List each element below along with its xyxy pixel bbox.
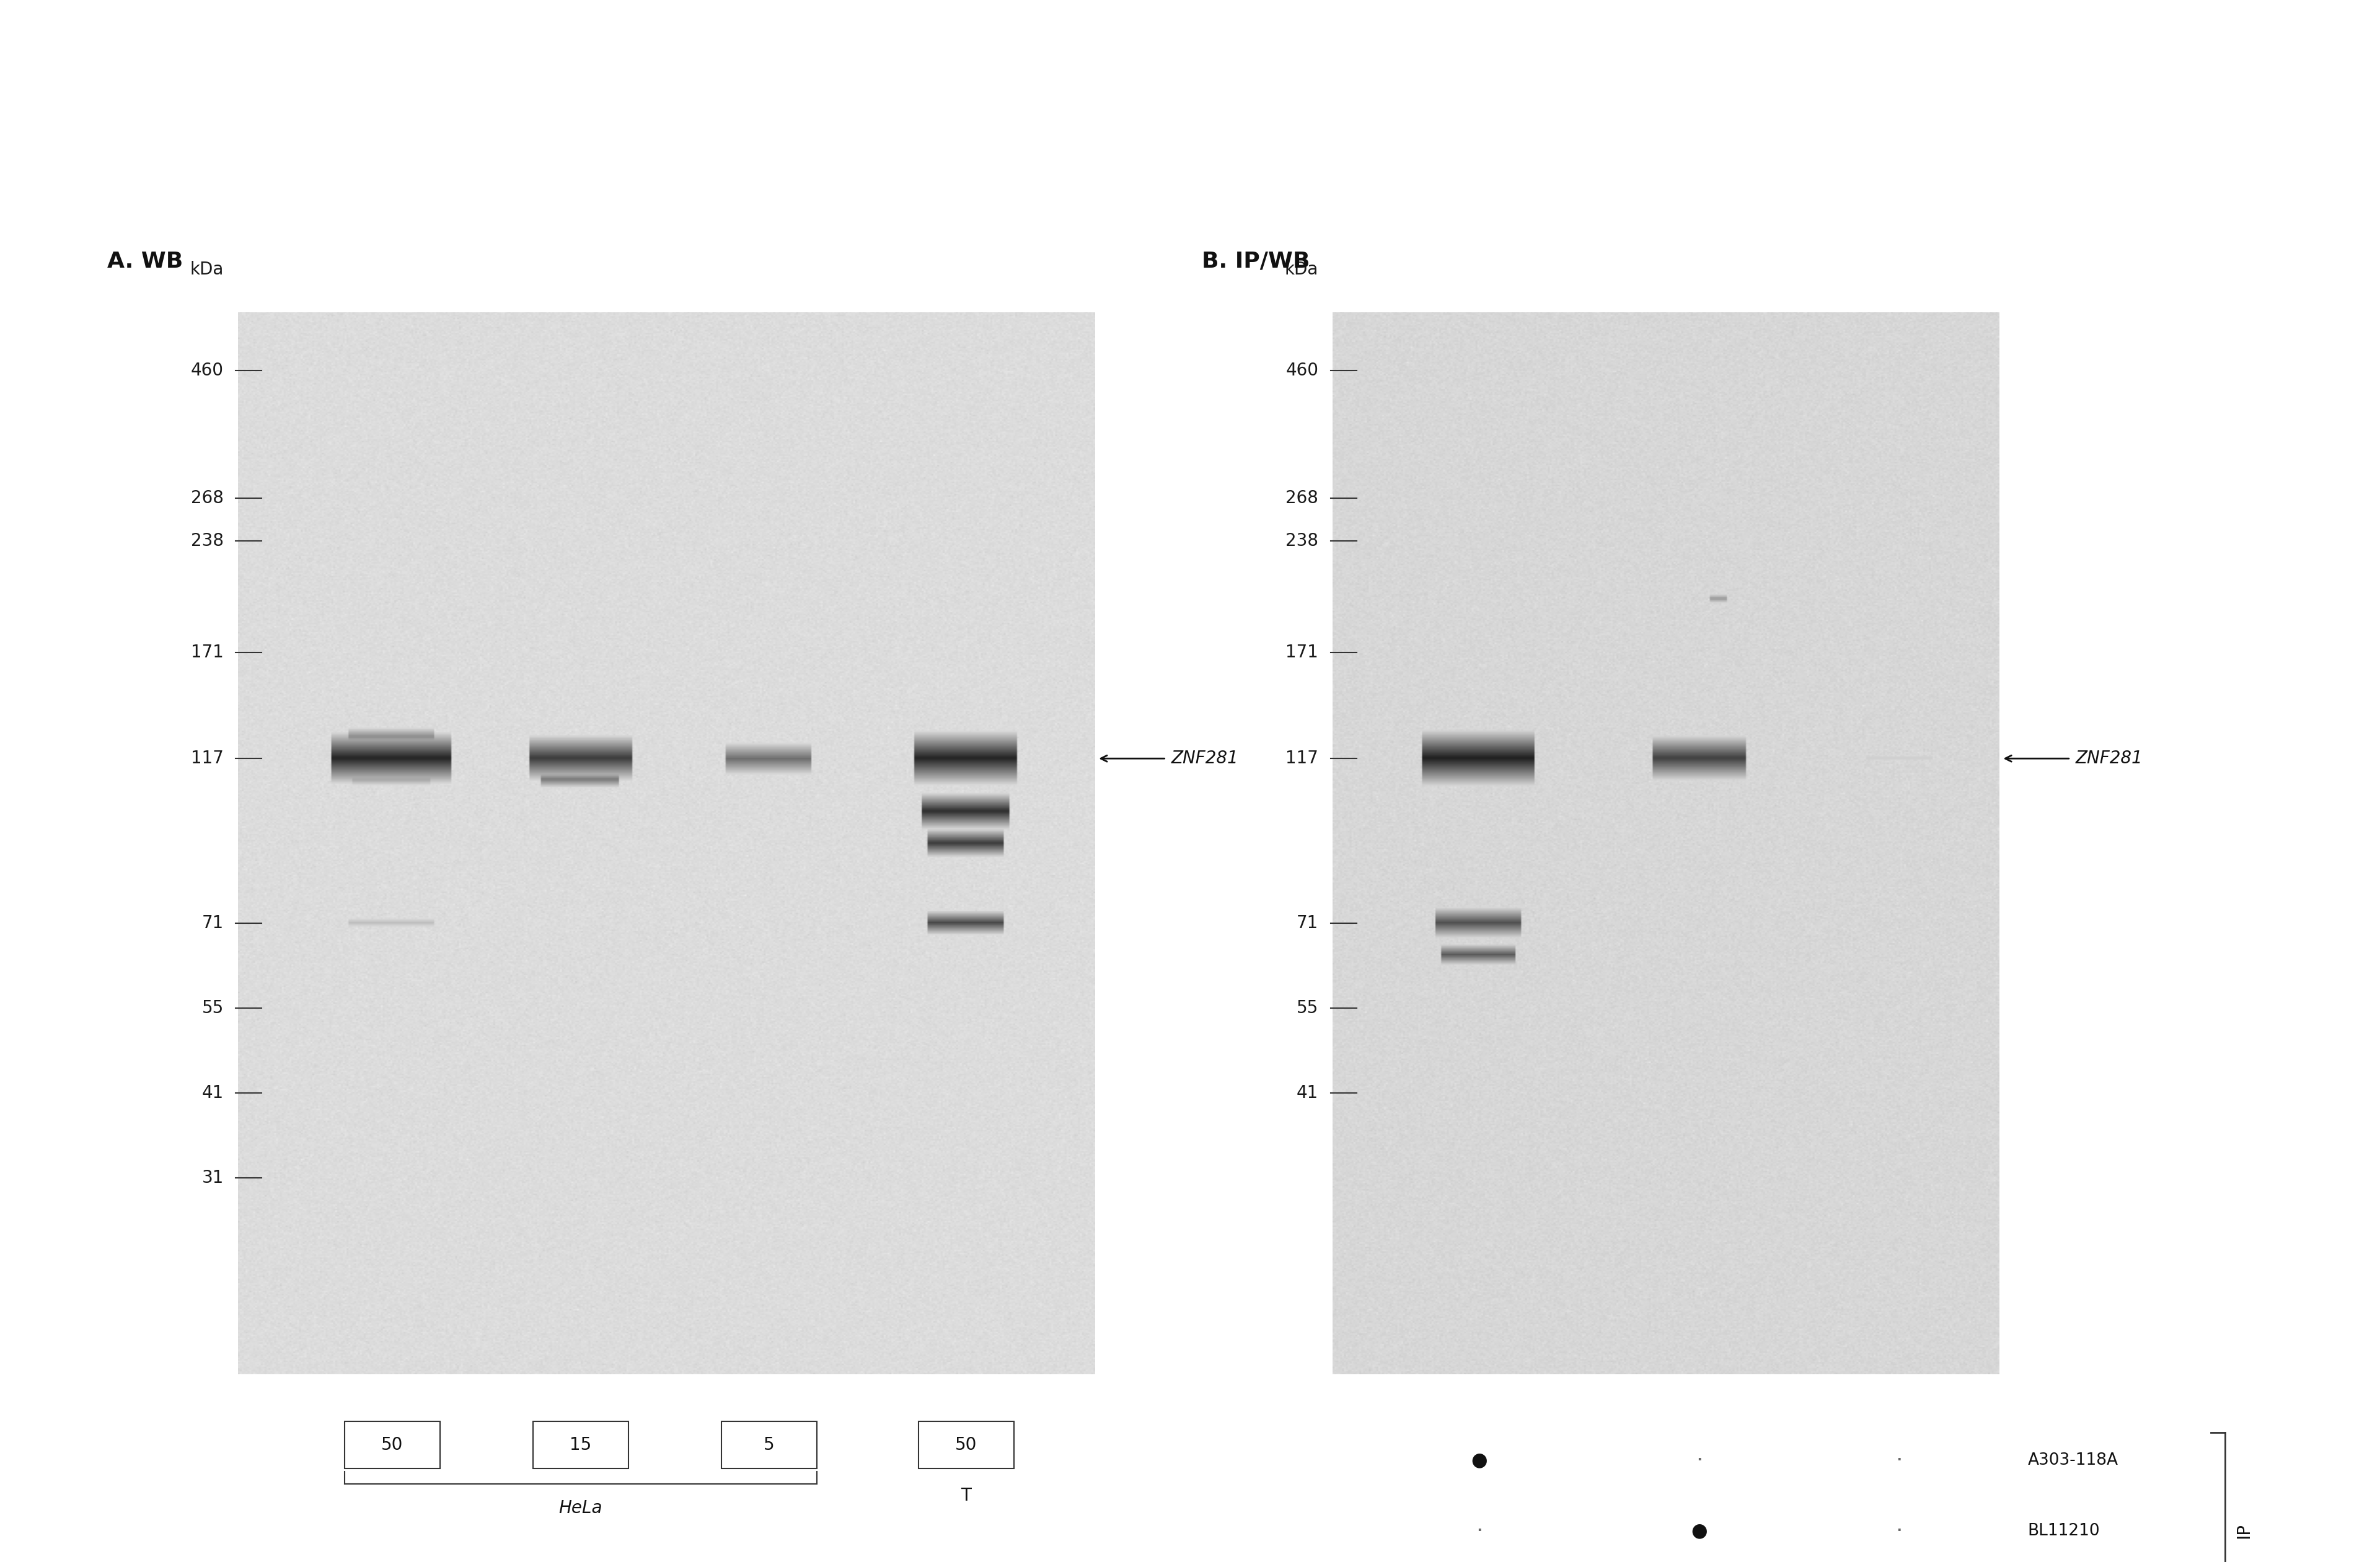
Text: A. WB: A. WB — [107, 251, 183, 272]
Text: 5: 5 — [764, 1435, 774, 1454]
Text: ●: ● — [1471, 1451, 1488, 1470]
Text: ZNF281: ZNF281 — [1171, 750, 1238, 767]
Text: A303-118A: A303-118A — [2028, 1453, 2118, 1468]
Text: 71: 71 — [1297, 914, 1319, 933]
Text: 460: 460 — [190, 362, 224, 380]
Text: 41: 41 — [1297, 1084, 1319, 1101]
Text: 460: 460 — [1285, 362, 1319, 380]
Text: kDa: kDa — [1285, 261, 1319, 278]
Text: 50: 50 — [954, 1435, 978, 1454]
Text: 117: 117 — [1285, 750, 1319, 767]
Text: 31: 31 — [202, 1170, 224, 1187]
Text: 50: 50 — [381, 1435, 402, 1454]
Text: IP: IP — [2235, 1523, 2251, 1539]
Text: 55: 55 — [202, 1000, 224, 1017]
Text: kDa: kDa — [190, 261, 224, 278]
Text: ·: · — [1476, 1520, 1483, 1542]
Text: 117: 117 — [190, 750, 224, 767]
Text: 15: 15 — [569, 1435, 593, 1454]
Text: ●: ● — [1692, 1521, 1706, 1540]
Text: T: T — [962, 1487, 971, 1504]
Text: 238: 238 — [190, 533, 224, 550]
Text: 171: 171 — [190, 644, 224, 661]
Text: 268: 268 — [190, 489, 224, 508]
Text: BL11210: BL11210 — [2028, 1523, 2099, 1539]
Text: 268: 268 — [1285, 489, 1319, 508]
Text: 41: 41 — [202, 1084, 224, 1101]
Text: 71: 71 — [202, 914, 224, 933]
Text: ·: · — [1897, 1520, 1902, 1542]
Text: B. IP/WB: B. IP/WB — [1202, 251, 1309, 272]
Text: ·: · — [1697, 1450, 1702, 1471]
Text: HeLa: HeLa — [559, 1500, 602, 1517]
Text: 171: 171 — [1285, 644, 1319, 661]
Text: ZNF281: ZNF281 — [2075, 750, 2142, 767]
Text: 238: 238 — [1285, 533, 1319, 550]
Text: 55: 55 — [1297, 1000, 1319, 1017]
Text: ·: · — [1897, 1450, 1902, 1471]
